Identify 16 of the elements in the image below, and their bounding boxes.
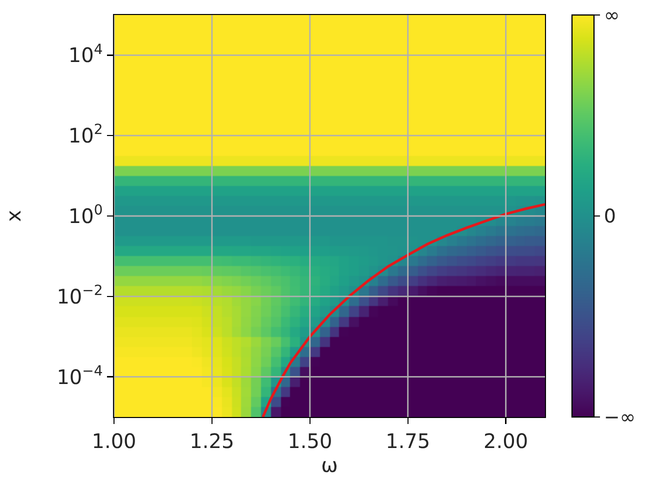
y-tick-label: 10$^{2}$: [68, 122, 103, 148]
y-tick-label: 10$^{−2}$: [56, 283, 103, 308]
line-series: [262, 203, 545, 417]
y-tick-label: 10$^{4}$: [68, 42, 103, 68]
x-tick-label: 1.25: [190, 429, 234, 454]
color-bar-label: 0: [604, 206, 616, 228]
x-axis-title: ω: [321, 453, 338, 478]
x-tick-label: 2.00: [484, 429, 528, 454]
y-axis-title: x: [1, 210, 26, 222]
x-tick-label: 1.75: [386, 429, 430, 454]
y-tick-label: 10$^{−4}$: [56, 363, 103, 389]
color-bar-label: −∞: [604, 406, 636, 429]
color-bar-label: ∞: [604, 4, 620, 27]
y-tick-label: 10$^{0}$: [68, 202, 103, 228]
x-tick-label: 1.50: [288, 429, 332, 454]
x-tick-label: 1.00: [92, 429, 136, 454]
